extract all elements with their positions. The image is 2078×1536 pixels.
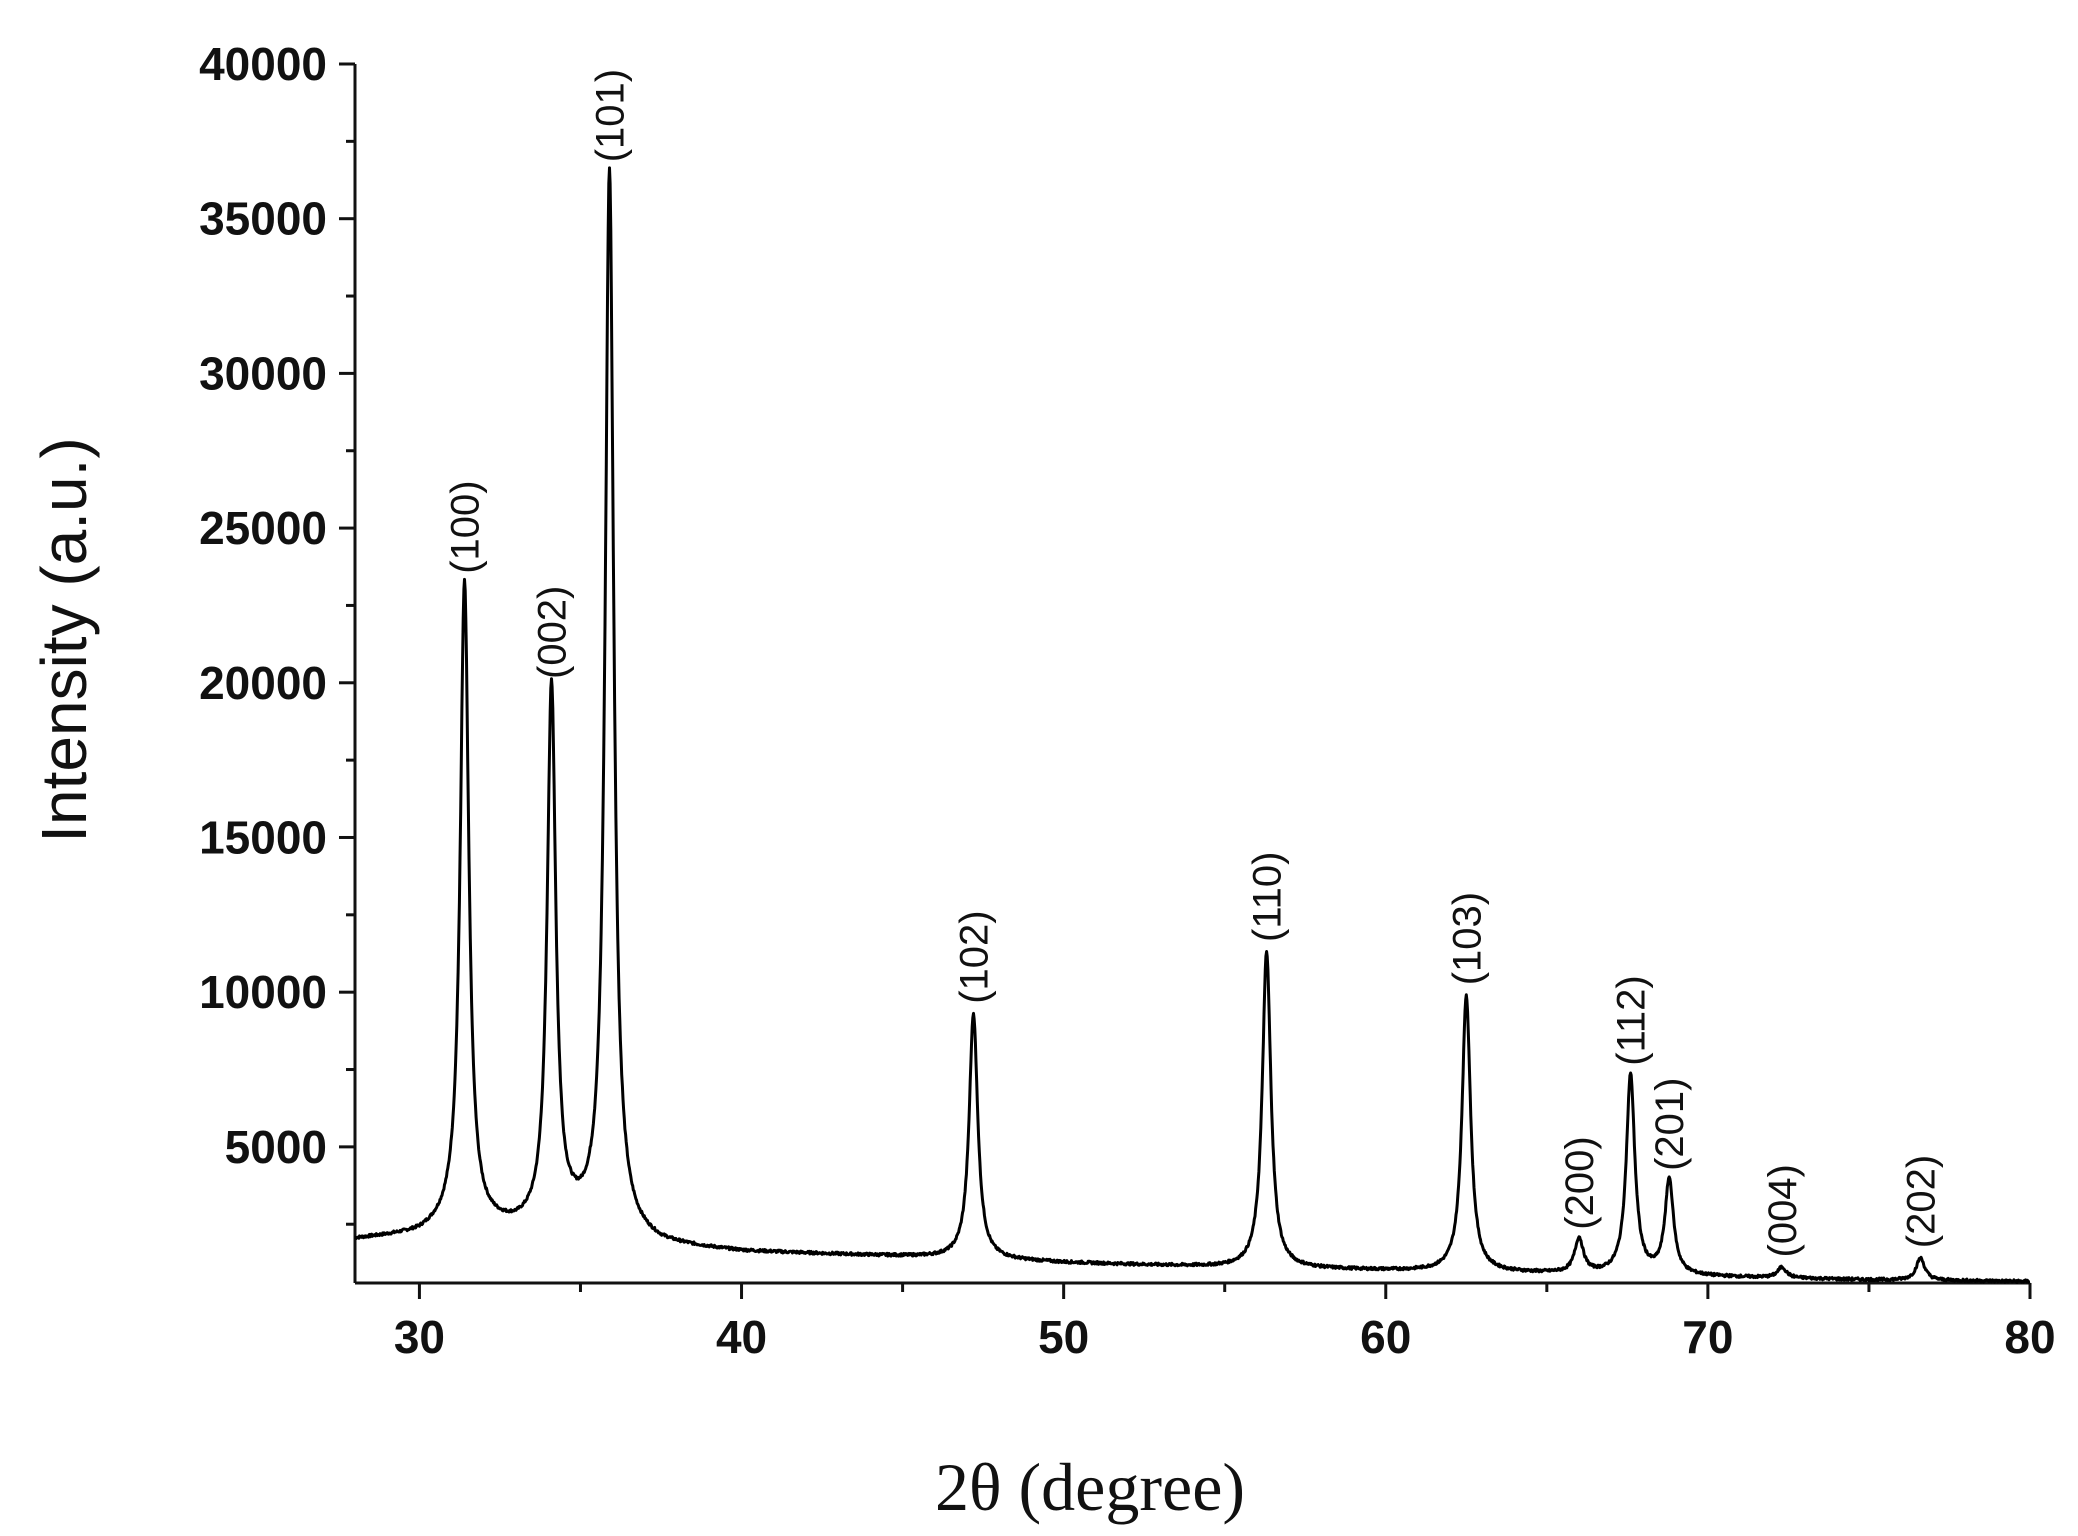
xrd-pattern-line (354, 166, 2031, 1284)
peak-label: (200) (1558, 1136, 1602, 1229)
y-tick-label: 20000 (199, 657, 327, 709)
peak-label: (004) (1761, 1164, 1805, 1257)
x-tick-label: 30 (394, 1311, 445, 1363)
x-tick-label: 50 (1038, 1311, 1089, 1363)
peak-label: (101) (589, 69, 633, 162)
y-tick-label: 30000 (199, 347, 327, 399)
x-tick-label: 80 (2004, 1311, 2055, 1363)
y-tick-label: 5000 (225, 1121, 327, 1173)
peak-label: (110) (1246, 852, 1290, 942)
peak-label: (102) (953, 910, 997, 1003)
y-tick-label: 10000 (199, 966, 327, 1018)
y-axis-label: Intensity (a.u.) (28, 437, 100, 843)
axes: 5000 10000 15000 20000 25000 30000 35000 40000 3… (199, 38, 2056, 1363)
peak-label: (201) (1648, 1078, 1692, 1171)
y-tick-label: 15000 (199, 811, 327, 863)
peak-label: (002) (531, 586, 575, 679)
x-tick-label: 70 (1682, 1311, 1733, 1363)
peak-label: (100) (444, 480, 488, 573)
x-axis-label: 2θ (degree) (935, 1449, 1245, 1525)
x-tick-label: 40 (716, 1311, 767, 1363)
y-tick-label: 40000 (199, 38, 327, 90)
peak-label: (112) (1610, 975, 1654, 1065)
y-tick-label: 35000 (199, 193, 327, 245)
y-tick-label: 25000 (199, 502, 327, 554)
peak-label: (103) (1445, 892, 1489, 985)
peak-label: (202) (1900, 1155, 1944, 1248)
peak-labels: (100) (002) (101) (102) (110) (103) (200) (112)… (444, 69, 1944, 1258)
x-tick-label: 60 (1360, 1311, 1411, 1363)
